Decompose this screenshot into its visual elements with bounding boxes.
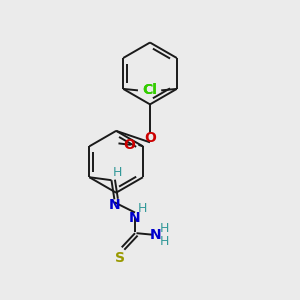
Text: H: H bbox=[113, 166, 123, 179]
Text: S: S bbox=[115, 251, 125, 265]
Text: O: O bbox=[123, 138, 135, 152]
Text: O: O bbox=[144, 130, 156, 145]
Text: N: N bbox=[129, 212, 141, 226]
Text: H: H bbox=[160, 235, 169, 248]
Text: N: N bbox=[150, 228, 161, 242]
Text: Cl: Cl bbox=[142, 83, 157, 98]
Text: Cl: Cl bbox=[142, 83, 157, 98]
Text: H: H bbox=[160, 222, 169, 235]
Text: H: H bbox=[138, 202, 147, 215]
Text: N: N bbox=[109, 198, 120, 212]
